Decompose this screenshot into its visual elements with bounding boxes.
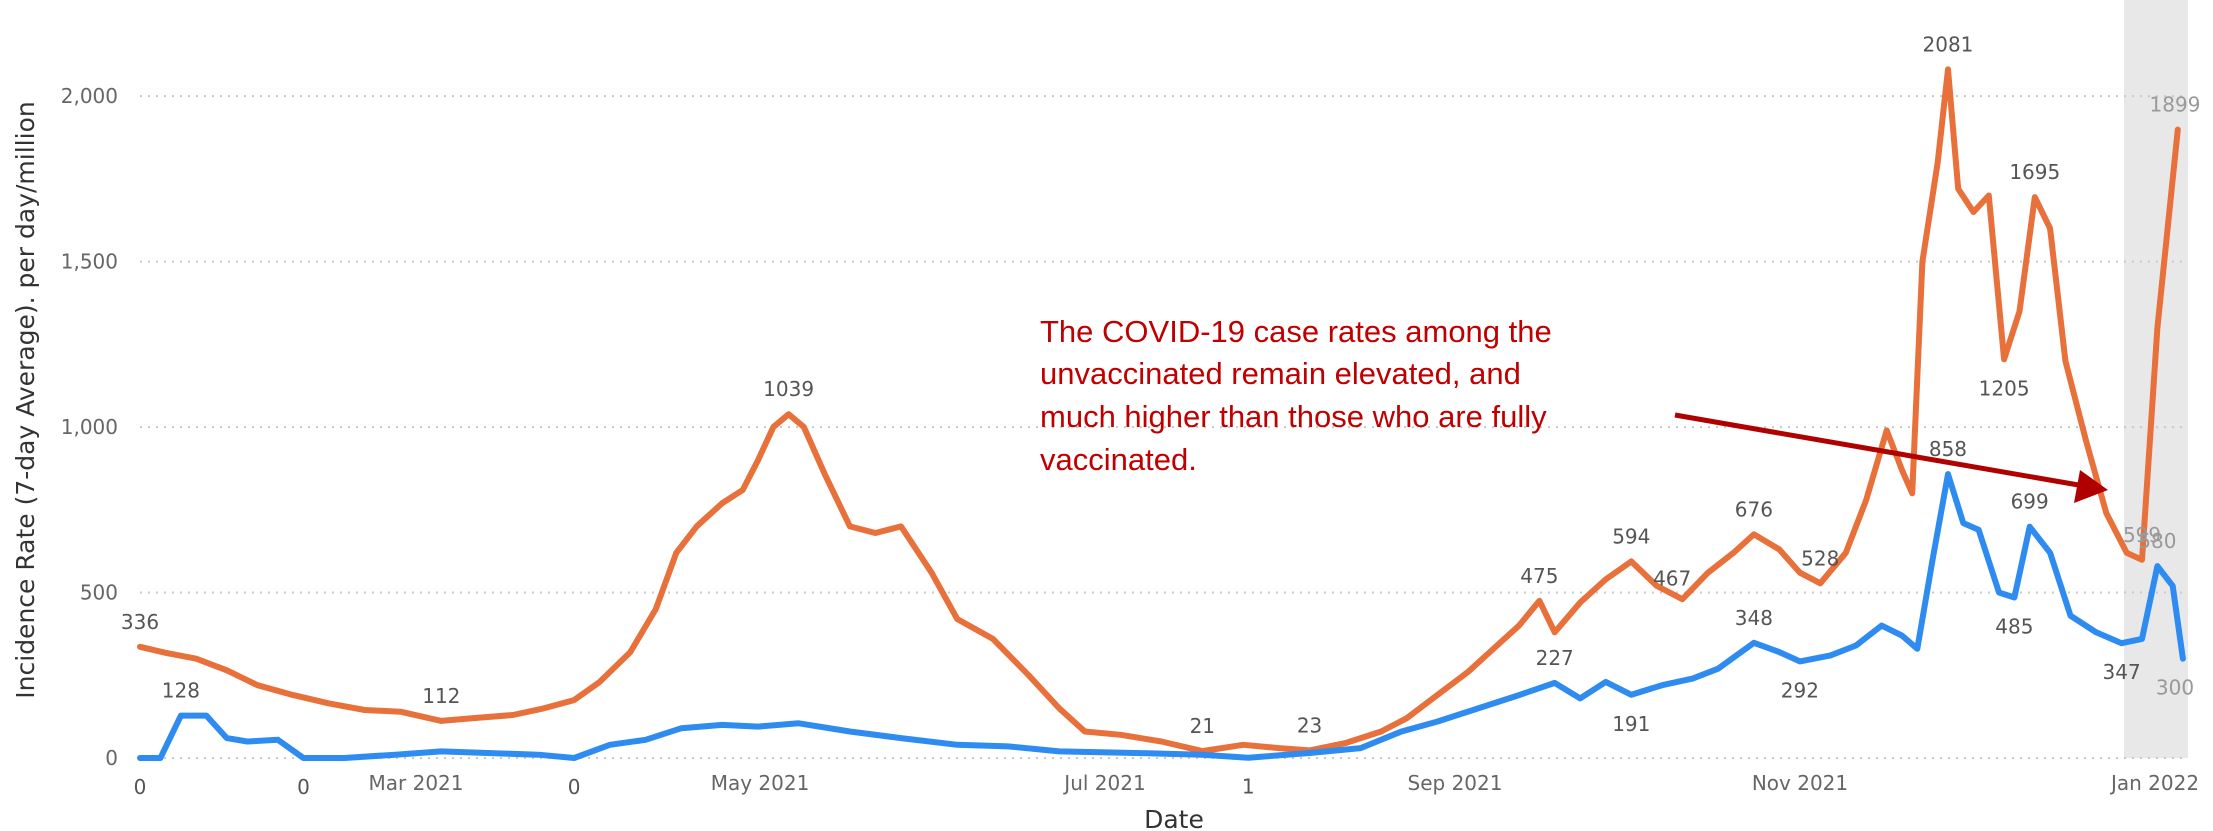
x-tick-label: Jul 2021 <box>1062 771 1145 795</box>
data-label: 1899 <box>2150 93 2201 117</box>
x-tick-label: May 2021 <box>711 771 810 795</box>
data-label: 21 <box>1190 714 1215 738</box>
data-label: 676 <box>1735 497 1773 521</box>
data-label: 699 <box>2011 490 2049 514</box>
data-label: 599 <box>2123 523 2161 547</box>
annotation: The COVID-19 case rates among the unvacc… <box>1040 314 2108 503</box>
x-tick-label: Nov 2021 <box>1752 771 1848 795</box>
data-label: 0 <box>134 775 147 799</box>
x-tick-label: Mar 2021 <box>369 771 464 795</box>
data-label: 858 <box>1929 437 1967 461</box>
y-axis-title: Incidence Rate (7-day Average). per day/… <box>11 101 40 698</box>
data-label: 1 <box>1242 775 1255 799</box>
data-label: 0 <box>568 775 581 799</box>
y-tick-label: 1,000 <box>61 415 118 439</box>
data-label: 580 <box>2138 529 2176 553</box>
data-label: 191 <box>1612 712 1650 736</box>
data-label: 128 <box>162 679 200 703</box>
data-label: 467 <box>1653 566 1691 590</box>
data-label: 347 <box>2103 660 2141 684</box>
data-label: 227 <box>1536 646 1574 670</box>
y-tick-label: 1,500 <box>61 250 118 274</box>
x-tick-label: Jan 2022 <box>2109 771 2199 795</box>
y-axis-ticks: 0 500 1,000 1,500 2,000 <box>61 84 118 770</box>
series-line-orange <box>137 66 2181 755</box>
data-label: 528 <box>1801 546 1839 570</box>
data-label: 485 <box>1995 615 2033 639</box>
annotation-line-2: unvaccinated remain elevated, and <box>1040 356 1521 391</box>
data-labels: 336 112 1039 21 23 475 594 676 528 2081 1205 1695 59… <box>121 32 2201 799</box>
gridlines <box>140 95 2188 759</box>
data-label: 475 <box>1520 564 1558 588</box>
data-label: 1039 <box>763 377 814 401</box>
x-axis-ticks: Mar 2021 May 2021 Jul 2021 Sep 2021 Nov 2021… <box>369 771 2200 795</box>
data-label: 594 <box>1612 524 1650 548</box>
y-tick-label: 500 <box>80 581 118 605</box>
annotation-line-3: much higher than those who are fully <box>1040 399 1547 434</box>
annotation-line-1: The COVID-19 case rates among the <box>1040 314 1552 349</box>
data-label: 300 <box>2156 676 2194 700</box>
data-label: 0 <box>297 775 310 799</box>
data-label: 23 <box>1297 713 1322 737</box>
data-label: 1695 <box>2009 160 2060 184</box>
annotation-arrow-line <box>1674 412 2091 490</box>
data-label: 336 <box>121 610 159 634</box>
x-tick-label: Sep 2021 <box>1408 771 1503 795</box>
annotation-line-4: vaccinated. <box>1040 442 1197 477</box>
data-label: 2081 <box>1923 32 1974 56</box>
data-label: 112 <box>422 684 460 708</box>
series-lines <box>137 66 2186 761</box>
annotation-arrow-head <box>2074 470 2108 503</box>
y-tick-label: 0 <box>105 746 118 770</box>
y-tick-label: 2,000 <box>61 84 118 108</box>
series-line-blue <box>137 471 2186 761</box>
data-label: 348 <box>1735 606 1773 630</box>
x-axis-title: Date <box>1144 805 1204 831</box>
data-label: 1205 <box>1979 376 2030 400</box>
data-label: 292 <box>1781 678 1819 702</box>
